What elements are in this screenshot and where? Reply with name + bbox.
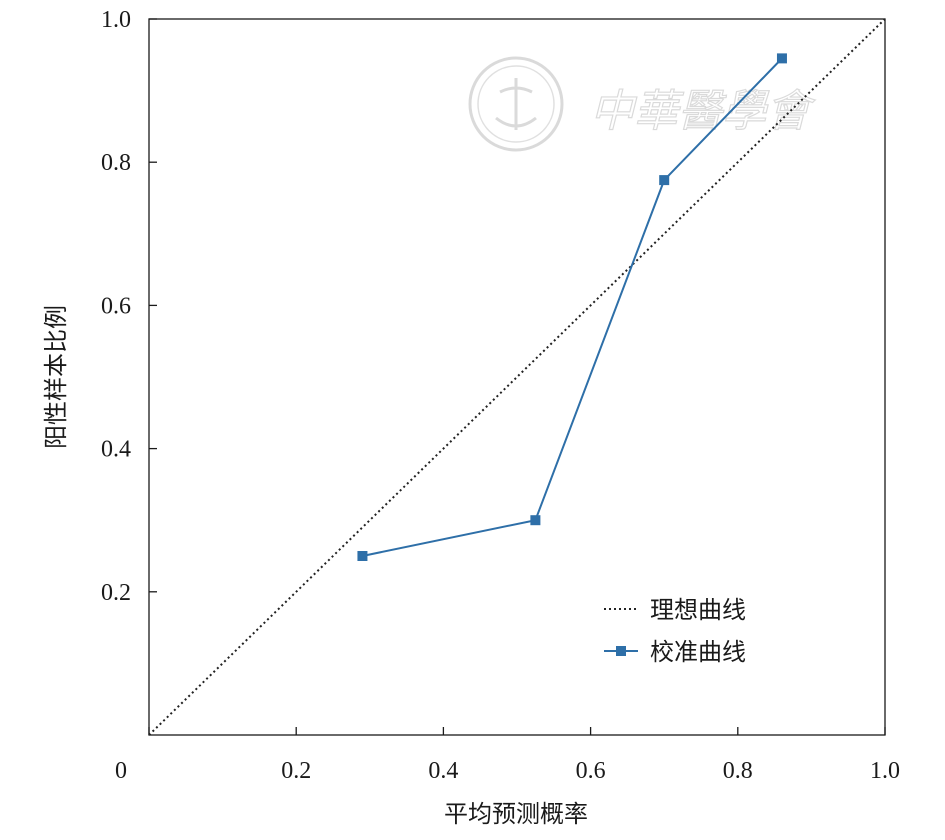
watermark-logo: 中華醫學會 <box>468 56 817 152</box>
y-tick-label: 0.4 <box>101 437 131 463</box>
legend-label-calibration: 校准曲线 <box>650 638 746 666</box>
x-tick-label: 0.6 <box>576 758 606 784</box>
calibration-point <box>776 53 787 64</box>
ideal-curve-line <box>148 18 886 736</box>
legend-marker-calibration <box>616 646 626 656</box>
legend-label-ideal: 理想曲线 <box>650 596 746 624</box>
plot-frame <box>148 18 886 736</box>
calibration-point <box>357 551 368 561</box>
x-tick-label: 1.0 <box>870 758 900 784</box>
calibration-curve-layer <box>357 53 787 561</box>
x-tick-label: 0.4 <box>428 758 458 784</box>
x-tick-label: 0.8 <box>723 758 753 784</box>
watermark-text: 中華醫學會 <box>590 86 816 137</box>
tick-labels: 0 0.2 0.4 0.6 0.8 1.0 0.2 0.4 0.6 0.8 1.0 <box>101 7 900 784</box>
calibration-curve-line <box>362 57 783 557</box>
y-tick-label: 0.2 <box>101 580 131 606</box>
y-axis-label: 阳性样本比例 <box>42 305 70 449</box>
x-axis-label: 平均预测概率 <box>444 800 588 828</box>
axes <box>148 18 886 736</box>
y-tick-label: 1.0 <box>101 7 131 33</box>
calibration-point <box>659 175 670 186</box>
x-tick-label: 0 <box>115 758 127 784</box>
x-tick-label: 0.2 <box>281 758 311 784</box>
calibration-point <box>530 515 541 526</box>
y-tick-label: 0.8 <box>101 150 131 176</box>
ideal-curve-layer <box>148 18 886 736</box>
y-tick-label: 0.6 <box>101 293 131 319</box>
